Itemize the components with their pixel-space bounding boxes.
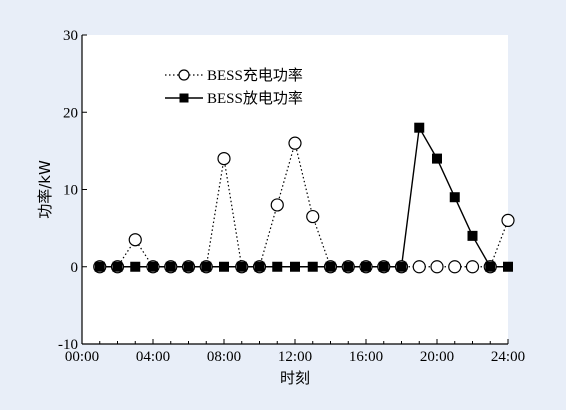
discharging-point: [414, 122, 425, 133]
charging-point: [501, 213, 515, 227]
y-tick-label: 0: [71, 260, 79, 276]
discharging-point: [361, 261, 371, 272]
discharging-point: [378, 261, 389, 272]
charging-point: [430, 260, 444, 274]
discharging-point: [236, 261, 247, 272]
series-layer: [93, 122, 515, 274]
charging-point: [128, 233, 142, 247]
discharging-point: [219, 261, 229, 272]
charging-point: [448, 260, 462, 274]
discharging-point: [148, 261, 158, 272]
discharging-point: [94, 261, 105, 272]
legend-marker-discharging: [179, 93, 189, 103]
discharging-point: [325, 261, 336, 272]
plot-background: [82, 35, 508, 344]
charging-point: [412, 260, 426, 274]
x-tick-label: 12:00: [278, 349, 312, 365]
discharging-point: [254, 261, 265, 272]
y-tick-label: 30: [63, 28, 78, 44]
charging-point: [288, 136, 302, 150]
x-tick-label: 04:00: [136, 349, 170, 365]
charging-point: [306, 209, 320, 224]
x-tick-label: 08:00: [207, 349, 241, 365]
legend-label-discharging: BESS放电功率: [207, 90, 303, 107]
y-tick-label: 10: [63, 183, 78, 199]
discharging-point: [307, 261, 318, 272]
legend: BESS充电功率 BESS放电功率: [165, 67, 303, 107]
x-tick-label: 16:00: [349, 349, 383, 365]
legend-marker-charging: [178, 69, 190, 81]
x-axis-label: 时刻: [280, 369, 310, 387]
discharging-point: [130, 261, 141, 272]
x-tick-label: 00:00: [65, 349, 99, 365]
discharging-point: [290, 261, 300, 272]
plot-area: [82, 35, 508, 344]
discharging-point: [467, 230, 478, 241]
y-tick-label: -10: [58, 337, 78, 353]
legend-label-charging: BESS充电功率: [207, 67, 303, 84]
discharging-point: [165, 261, 176, 272]
discharging-point: [201, 261, 212, 272]
discharging-point: [112, 261, 123, 272]
discharging-point: [503, 261, 513, 272]
x-tick-label: 24:00: [491, 349, 525, 365]
y-tick-label: 20: [63, 105, 78, 121]
discharging-point: [485, 261, 496, 272]
discharging-point: [343, 261, 354, 272]
y-axis-label: 功率/kW: [36, 160, 54, 219]
discharging-point: [183, 261, 194, 272]
charging-point: [270, 198, 284, 212]
x-tick-label: 20:00: [420, 349, 454, 365]
axes: -10 0 10 20 30 00:00 04:00 08:00 12:00 16:00 20:00…: [58, 28, 525, 365]
discharging-point: [449, 192, 460, 203]
discharging-point: [396, 261, 407, 272]
charging-point: [465, 260, 480, 274]
discharging-point: [272, 261, 283, 272]
charging-point: [217, 152, 231, 166]
discharging-point: [432, 153, 442, 164]
